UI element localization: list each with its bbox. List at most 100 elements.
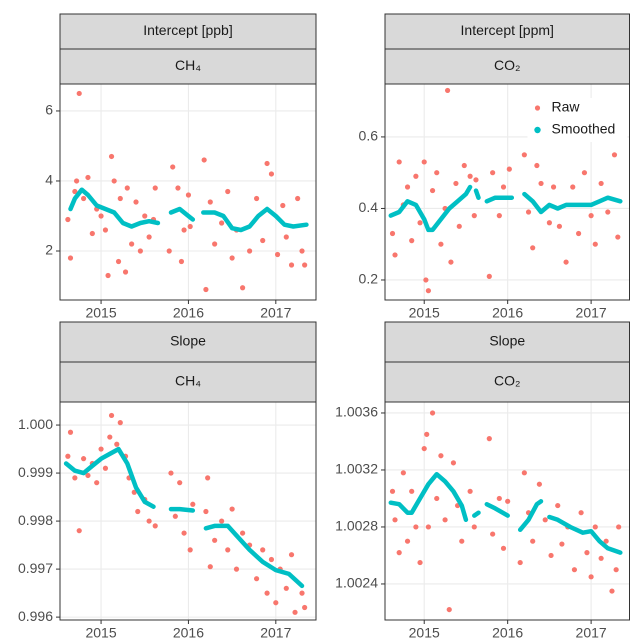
smoothed-line [63,446,305,589]
raw-point [400,470,406,476]
raw-point [570,184,576,190]
raw-point [246,248,253,254]
raw-point [613,567,619,573]
raw-point [611,152,618,158]
raw-point [152,523,158,529]
raw-point [490,170,496,176]
raw-point [72,188,78,195]
raw-point [85,472,91,479]
raw-point [219,220,225,226]
raw-point [74,178,80,184]
raw-point [205,475,211,481]
raw-point [273,600,279,606]
raw-point [102,465,109,471]
raw-point [225,188,231,195]
raw-point [592,241,598,247]
raw-point [521,470,527,476]
raw-point [85,174,91,181]
raw-point [207,564,213,570]
raw-point [389,488,396,494]
raw-point [434,495,440,502]
legend-box [527,98,628,142]
raw-point [207,199,213,205]
raw-point [170,164,176,170]
raw-point [525,209,532,215]
x-tick-label: 2015 [409,625,440,641]
raw-point [107,434,113,440]
raw-point [413,173,419,179]
raw-point [185,192,192,198]
raw-point [172,513,178,519]
raw-point [229,255,235,261]
legend-label: Raw [552,99,581,115]
smoothed-line [68,187,309,233]
smoothed-line [388,471,623,555]
raw-point [603,538,609,544]
x-tick-label: 2017 [576,305,607,321]
raw-point [425,524,431,530]
raw-point [417,220,423,226]
raw-point [446,606,452,613]
raw-point [187,547,193,553]
raw-point [409,238,415,244]
raw-point [229,506,235,512]
raw-point [187,223,193,230]
raw-point [142,213,148,219]
x-tick-label: 2017 [576,625,607,641]
raw-point [67,255,74,261]
strip [59,48,317,85]
raw-point [575,230,582,237]
y-tick-label: 0.6 [359,128,379,144]
raw-point [190,501,196,507]
raw-point [129,241,135,247]
raw-point [605,209,611,215]
raw-point [175,185,181,191]
raw-point [534,162,540,169]
raw-point [396,550,402,556]
strip-subtitle: CH₄ [175,373,201,389]
raw-point [444,87,451,94]
y-tick-label: 1.0036 [335,404,378,420]
raw-point [292,609,298,615]
raw-point [203,508,209,515]
strip [384,321,630,363]
raw-point [581,170,588,176]
raw-point [201,157,207,163]
raw-point [421,159,427,165]
raw-point [76,528,82,534]
raw-point [268,556,275,563]
raw-point [115,258,122,265]
y-tick-label: 0.998 [18,512,53,528]
raw-point [98,213,104,219]
y-tick-label: 1.000 [18,416,53,432]
raw-point [578,510,584,516]
raw-point [417,559,423,566]
raw-point [486,273,492,279]
raw-point [598,180,604,187]
raw-point [456,223,462,229]
raw-point [181,530,187,536]
raw-point [521,152,527,158]
raw-point [588,574,594,580]
x-tick-label: 2016 [492,305,523,321]
panel-border [59,83,317,301]
raw-point [505,498,511,504]
raw-point [450,460,457,466]
panel-border [59,401,317,621]
strip-subtitle: CO₂ [494,373,520,389]
raw-point [65,216,71,223]
y-tick-label: 1.0032 [335,461,378,477]
raw-point [65,453,71,459]
raw-point [571,567,578,573]
smoothed-line [388,184,623,233]
raw-point [598,555,604,561]
x-tick-label: 2016 [173,625,204,641]
raw-point [438,453,444,459]
strip [59,321,317,363]
raw-point [302,262,308,268]
raw-point [559,541,565,547]
raw-point [609,588,615,594]
raw-point [467,488,473,494]
raw-point [288,552,295,558]
y-tick-label: 6 [45,102,53,118]
